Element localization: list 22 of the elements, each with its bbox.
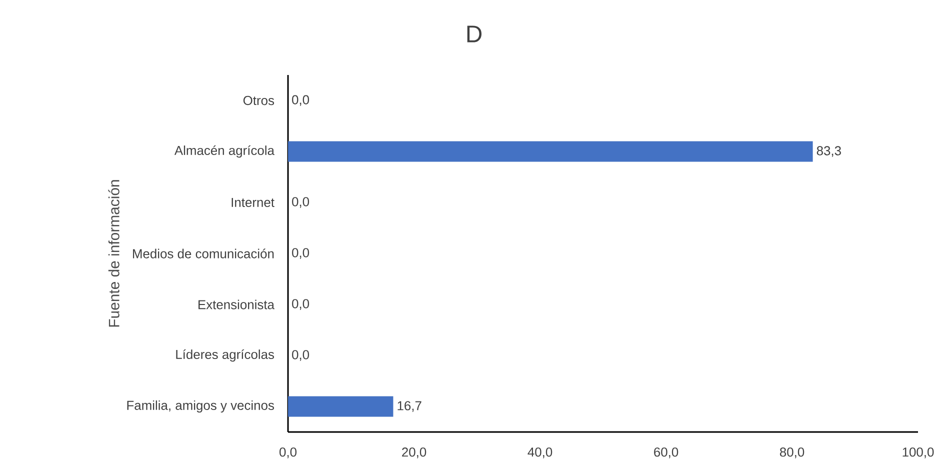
y-tick-label: Medios de comunicación xyxy=(133,248,274,258)
data-label: 0,0 xyxy=(292,248,310,259)
data-label: 0,0 xyxy=(292,299,310,310)
y-tick-label: Internet xyxy=(232,198,274,208)
data-label: 0,0 xyxy=(292,350,310,361)
x-tick-label: 0,0 xyxy=(280,448,297,458)
x-tick-label: 60,0 xyxy=(654,448,678,458)
x-tick-label: 100,0 xyxy=(902,448,934,458)
x-tick-label: 80,0 xyxy=(780,448,804,458)
x-tick-label: 40,0 xyxy=(528,448,552,458)
data-label: 83,3 xyxy=(816,146,841,157)
y-axis-title: Fuente de información xyxy=(108,180,120,327)
y-tick-label: Almacén agrícola xyxy=(174,145,274,158)
y-tick-label: Otros xyxy=(243,96,274,106)
data-label: 16,7 xyxy=(398,401,422,412)
y-tick-label: Líderes agrícolas xyxy=(176,349,274,362)
data-label: 0,0 xyxy=(292,95,310,106)
x-tick-label: 20,0 xyxy=(402,448,426,458)
chart-title: D xyxy=(467,26,482,42)
y-tick-label: Familia, amigos y vecinos xyxy=(127,400,274,413)
data-label: 0,0 xyxy=(292,197,310,208)
y-tick-label: Extensionista xyxy=(198,300,274,310)
